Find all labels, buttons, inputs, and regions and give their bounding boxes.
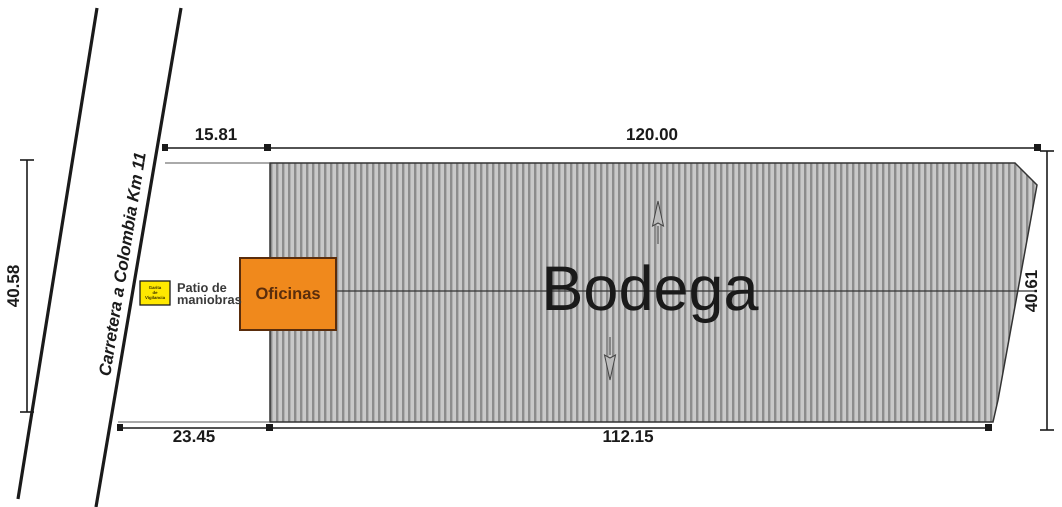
svg-text:112.15: 112.15 <box>602 427 653 446</box>
svg-text:Vigilancia: Vigilancia <box>145 295 166 300</box>
svg-text:Bodega: Bodega <box>541 254 759 324</box>
svg-text:120.00: 120.00 <box>626 125 678 144</box>
svg-text:23.45: 23.45 <box>173 427 216 446</box>
svg-text:maniobras: maniobras <box>177 292 242 307</box>
svg-text:40.58: 40.58 <box>4 265 23 308</box>
svg-text:40.61: 40.61 <box>1022 270 1041 313</box>
svg-text:Oficinas: Oficinas <box>255 285 320 303</box>
svg-text:15.81: 15.81 <box>195 125 238 144</box>
